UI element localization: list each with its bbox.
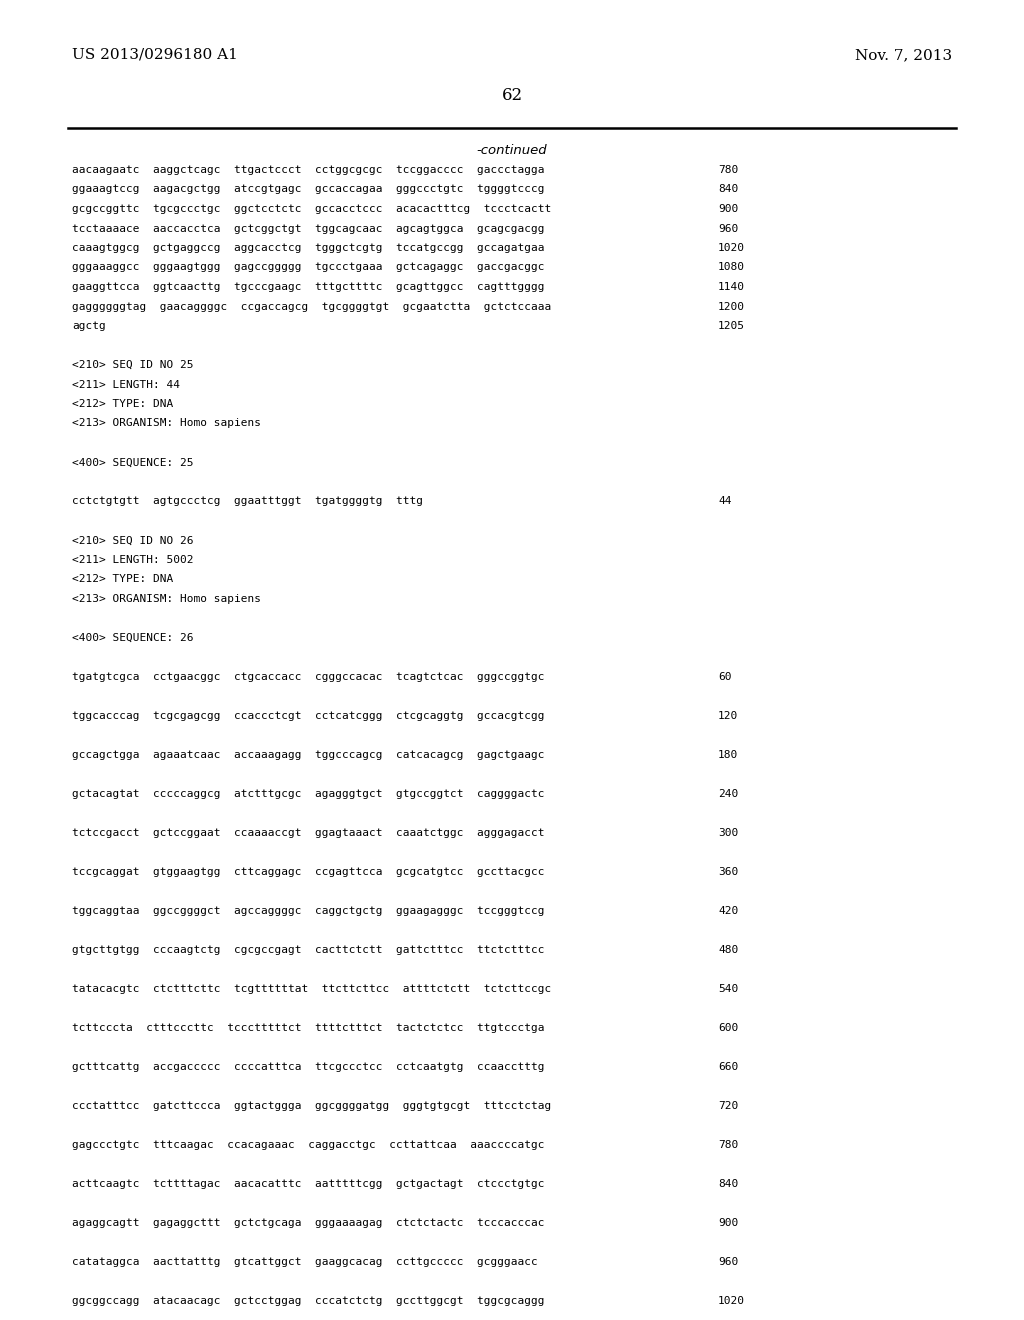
Text: 780: 780 <box>718 1140 738 1150</box>
Text: 44: 44 <box>718 496 731 507</box>
Text: <212> TYPE: DNA: <212> TYPE: DNA <box>72 399 173 409</box>
Text: gggaaaggcc  gggaagtggg  gagccggggg  tgccctgaaa  gctcagaggc  gaccgacggc: gggaaaggcc gggaagtggg gagccggggg tgccctg… <box>72 263 545 272</box>
Text: 300: 300 <box>718 828 738 838</box>
Text: tcttcccta  ctttcccttc  tccctttttct  ttttctttct  tactctctcc  ttgtccctga: tcttcccta ctttcccttc tccctttttct ttttctt… <box>72 1023 545 1034</box>
Text: gaaggttcca  ggtcaacttg  tgcccgaagc  tttgcttttc  gcagttggcc  cagtttgggg: gaaggttcca ggtcaacttg tgcccgaagc tttgctt… <box>72 282 545 292</box>
Text: catataggca  aacttatttg  gtcattggct  gaaggcacag  ccttgccccc  gcgggaacc: catataggca aacttatttg gtcattggct gaaggca… <box>72 1257 538 1267</box>
Text: 1080: 1080 <box>718 263 745 272</box>
Text: tccgcaggat  gtggaagtgg  cttcaggagc  ccgagttcca  gcgcatgtcc  gccttacgcc: tccgcaggat gtggaagtgg cttcaggagc ccgagtt… <box>72 867 545 876</box>
Text: gcgccggttc  tgcgccctgc  ggctcctctc  gccacctccc  acacactttcg  tccctcactt: gcgccggttc tgcgccctgc ggctcctctc gccacct… <box>72 205 551 214</box>
Text: tctccgacct  gctccggaat  ccaaaaccgt  ggagtaaact  caaatctggc  agggagacct: tctccgacct gctccggaat ccaaaaccgt ggagtaa… <box>72 828 545 838</box>
Text: <210> SEQ ID NO 26: <210> SEQ ID NO 26 <box>72 536 194 545</box>
Text: gaggggggtag  gaacaggggc  ccgaccagcg  tgcggggtgt  gcgaatctta  gctctccaaa: gaggggggtag gaacaggggc ccgaccagcg tgcggg… <box>72 301 551 312</box>
Text: 360: 360 <box>718 867 738 876</box>
Text: 540: 540 <box>718 983 738 994</box>
Text: <211> LENGTH: 44: <211> LENGTH: 44 <box>72 380 180 389</box>
Text: tggcaggtaa  ggccggggct  agccaggggc  caggctgctg  ggaagagggc  tccgggtccg: tggcaggtaa ggccggggct agccaggggc caggctg… <box>72 906 545 916</box>
Text: cctctgtgtt  agtgccctcg  ggaatttggt  tgatggggtg  tttg: cctctgtgtt agtgccctcg ggaatttggt tgatggg… <box>72 496 423 507</box>
Text: 1140: 1140 <box>718 282 745 292</box>
Text: gtgcttgtgg  cccaagtctg  cgcgccgagt  cacttctctt  gattctttcc  ttctctttcc: gtgcttgtgg cccaagtctg cgcgccgagt cacttct… <box>72 945 545 954</box>
Text: 960: 960 <box>718 223 738 234</box>
Text: -continued: -continued <box>477 144 547 157</box>
Text: agaggcagtt  gagaggcttt  gctctgcaga  gggaaaagag  ctctctactc  tcccacccac: agaggcagtt gagaggcttt gctctgcaga gggaaaa… <box>72 1218 545 1228</box>
Text: <213> ORGANISM: Homo sapiens: <213> ORGANISM: Homo sapiens <box>72 594 261 605</box>
Text: 780: 780 <box>718 165 738 176</box>
Text: 62: 62 <box>502 87 522 103</box>
Text: 1200: 1200 <box>718 301 745 312</box>
Text: Nov. 7, 2013: Nov. 7, 2013 <box>855 48 952 62</box>
Text: 1020: 1020 <box>718 243 745 253</box>
Text: ggcggccagg  atacaacagc  gctcctggag  cccatctctg  gccttggcgt  tggcgcaggg: ggcggccagg atacaacagc gctcctggag cccatct… <box>72 1296 545 1305</box>
Text: 60: 60 <box>718 672 731 682</box>
Text: gagccctgtc  tttcaagac  ccacagaaac  caggacctgc  ccttattcaa  aaaccccatgc: gagccctgtc tttcaagac ccacagaaac caggacct… <box>72 1140 545 1150</box>
Text: tgatgtcgca  cctgaacggc  ctgcaccacc  cgggccacac  tcagtctcac  gggccggtgc: tgatgtcgca cctgaacggc ctgcaccacc cgggcca… <box>72 672 545 682</box>
Text: 180: 180 <box>718 750 738 760</box>
Text: 420: 420 <box>718 906 738 916</box>
Text: 480: 480 <box>718 945 738 954</box>
Text: 840: 840 <box>718 1179 738 1189</box>
Text: <212> TYPE: DNA: <212> TYPE: DNA <box>72 574 173 585</box>
Text: gctacagtat  cccccaggcg  atctttgcgc  agagggtgct  gtgccggtct  caggggactc: gctacagtat cccccaggcg atctttgcgc agagggt… <box>72 789 545 799</box>
Text: <400> SEQUENCE: 25: <400> SEQUENCE: 25 <box>72 458 194 467</box>
Text: 900: 900 <box>718 1218 738 1228</box>
Text: tatacacgtc  ctctttcttc  tcgttttttat  ttcttcttcc  attttctctt  tctcttccgc: tatacacgtc ctctttcttc tcgttttttat ttcttc… <box>72 983 551 994</box>
Text: tggcacccag  tcgcgagcgg  ccaccctcgt  cctcatcggg  ctcgcaggtg  gccacgtcgg: tggcacccag tcgcgagcgg ccaccctcgt cctcatc… <box>72 711 545 721</box>
Text: 240: 240 <box>718 789 738 799</box>
Text: 600: 600 <box>718 1023 738 1034</box>
Text: 900: 900 <box>718 205 738 214</box>
Text: <210> SEQ ID NO 25: <210> SEQ ID NO 25 <box>72 360 194 370</box>
Text: <211> LENGTH: 5002: <211> LENGTH: 5002 <box>72 554 194 565</box>
Text: 660: 660 <box>718 1063 738 1072</box>
Text: 120: 120 <box>718 711 738 721</box>
Text: gccagctgga  agaaatcaac  accaaagagg  tggcccagcg  catcacagcg  gagctgaagc: gccagctgga agaaatcaac accaaagagg tggccca… <box>72 750 545 760</box>
Text: 840: 840 <box>718 185 738 194</box>
Text: acttcaagtc  tcttttagac  aacacatttc  aatttttcgg  gctgactagt  ctccctgtgc: acttcaagtc tcttttagac aacacatttc aattttt… <box>72 1179 545 1189</box>
Text: aacaagaatc  aaggctcagc  ttgactccct  cctggcgcgc  tccggacccc  gaccctagga: aacaagaatc aaggctcagc ttgactccct cctggcg… <box>72 165 545 176</box>
Text: 1205: 1205 <box>718 321 745 331</box>
Text: gctttcattg  accgaccccc  ccccatttca  ttcgccctcc  cctcaatgtg  ccaacctttg: gctttcattg accgaccccc ccccatttca ttcgccc… <box>72 1063 545 1072</box>
Text: 720: 720 <box>718 1101 738 1111</box>
Text: ccctatttcc  gatcttccca  ggtactggga  ggcggggatgg  gggtgtgcgt  tttcctctag: ccctatttcc gatcttccca ggtactggga ggcgggg… <box>72 1101 551 1111</box>
Text: agctg: agctg <box>72 321 105 331</box>
Text: tcctaaaace  aaccacctca  gctcggctgt  tggcagcaac  agcagtggca  gcagcgacgg: tcctaaaace aaccacctca gctcggctgt tggcagc… <box>72 223 545 234</box>
Text: 960: 960 <box>718 1257 738 1267</box>
Text: US 2013/0296180 A1: US 2013/0296180 A1 <box>72 48 238 62</box>
Text: <400> SEQUENCE: 26: <400> SEQUENCE: 26 <box>72 634 194 643</box>
Text: 1020: 1020 <box>718 1296 745 1305</box>
Text: <213> ORGANISM: Homo sapiens: <213> ORGANISM: Homo sapiens <box>72 418 261 429</box>
Text: caaagtggcg  gctgaggccg  aggcacctcg  tgggctcgtg  tccatgccgg  gccagatgaa: caaagtggcg gctgaggccg aggcacctcg tgggctc… <box>72 243 545 253</box>
Text: ggaaagtccg  aagacgctgg  atccgtgagc  gccaccagaa  gggccctgtc  tggggtcccg: ggaaagtccg aagacgctgg atccgtgagc gccacca… <box>72 185 545 194</box>
